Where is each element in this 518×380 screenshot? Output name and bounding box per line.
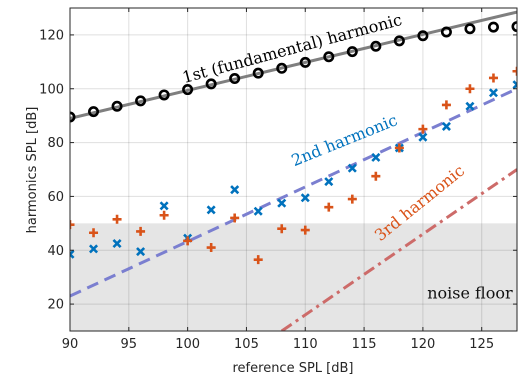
x-tick-label: 120 — [410, 337, 435, 352]
second-harmonic-point — [418, 132, 428, 142]
fit-line-dashdot — [280, 168, 517, 331]
noise-floor-label: noise floor — [427, 284, 513, 303]
fundamental-point — [393, 35, 405, 47]
second-harmonic-point — [324, 177, 334, 187]
fundamental-point — [417, 30, 429, 42]
second-harmonic-point — [159, 201, 169, 211]
second-harmonic-point — [230, 185, 240, 195]
third-harmonic-point — [418, 124, 428, 134]
third-harmonic-point — [70, 220, 75, 230]
x-tick-label: 95 — [121, 337, 138, 352]
third-harmonic-point — [394, 143, 404, 153]
third-harmonic-point — [512, 66, 517, 76]
x-tick-label: 115 — [352, 337, 377, 352]
fundamental-point — [370, 40, 382, 52]
third-harmonic-point — [112, 214, 122, 224]
third-harmonic-point — [300, 225, 310, 235]
x-tick-label: 110 — [293, 337, 318, 352]
third-harmonic-point — [488, 73, 498, 83]
fundamental-point — [135, 95, 147, 107]
second-harmonic-point — [465, 101, 475, 111]
fundamental-point — [111, 100, 123, 112]
fundamental-point — [88, 106, 100, 118]
fundamental-point — [205, 78, 217, 90]
fundamental-point — [276, 62, 288, 74]
x-tick-label: 125 — [469, 337, 494, 352]
second-harmonic-point — [277, 198, 287, 208]
second-harmonic-point — [512, 80, 517, 90]
second-harmonic-point — [300, 193, 310, 203]
third-harmonic-point — [159, 210, 169, 220]
y-axis-label: harmonics SPL [dB] — [25, 107, 40, 234]
third-harmonic-point — [277, 224, 287, 234]
x-axis-label: reference SPL [dB] — [233, 361, 354, 376]
second-harmonic-point — [371, 152, 381, 162]
x-tick-label: 105 — [234, 337, 259, 352]
second-harmonic-point — [70, 249, 75, 259]
third-harmonic-point — [324, 202, 334, 212]
third-harmonic-point — [253, 255, 263, 265]
fundamental-point — [464, 23, 476, 35]
x-tick-label: 100 — [175, 337, 200, 352]
noise-floor-region — [70, 223, 517, 331]
second-harmonic-point — [347, 163, 357, 173]
y-tick-label: 120 — [39, 28, 64, 43]
third-harmonic-point — [371, 171, 381, 181]
fundamental-point — [487, 21, 499, 33]
fundamental-point — [323, 51, 335, 63]
second-harmonic-point — [206, 205, 216, 215]
y-tick-label: 100 — [39, 82, 64, 97]
second-harmonic-point — [488, 88, 498, 98]
fundamental-point — [182, 84, 194, 96]
third-harmonic-point — [206, 243, 216, 253]
third-harmonic-point — [183, 236, 193, 246]
y-tick-label: 20 — [47, 298, 64, 313]
plot-frame — [69, 7, 518, 332]
third-harmonic-point — [347, 194, 357, 204]
third-harmonic-point — [89, 228, 99, 238]
second-harmonic-point — [253, 206, 263, 216]
third-harmonic-point — [136, 226, 146, 236]
fundamental-point — [252, 67, 264, 79]
y-tick-label: 80 — [47, 136, 64, 151]
fundamental-point — [299, 56, 311, 68]
third-harmonic-point — [465, 84, 475, 94]
fundamental-point — [440, 26, 452, 38]
second-harmonic-point — [112, 239, 122, 249]
x-tick-label: 90 — [62, 337, 79, 352]
fundamental-point — [158, 89, 170, 101]
second-harmonic-point — [136, 247, 146, 257]
second-harmonic-point — [89, 244, 99, 254]
fundamental-point — [346, 46, 358, 58]
fundamental-point — [229, 73, 241, 85]
y-tick-label: 60 — [47, 190, 64, 205]
second-harmonic-point — [441, 121, 451, 131]
third-harmonic-point — [441, 100, 451, 110]
y-tick-label: 40 — [47, 244, 64, 259]
third-harmonic-point — [230, 213, 240, 223]
